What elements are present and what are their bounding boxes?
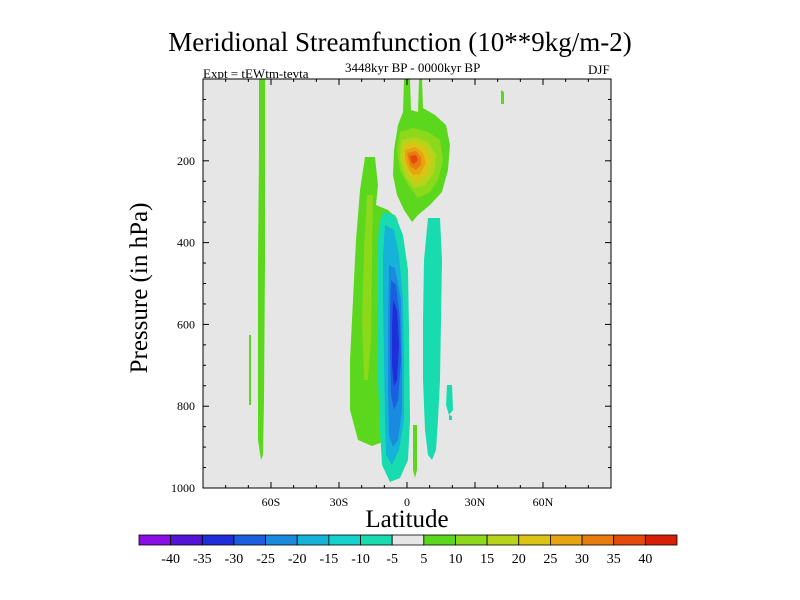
axis-ticks — [202, 78, 612, 489]
contour-north-blob — [501, 90, 504, 104]
colorbar-swatch — [518, 534, 551, 546]
contour-north-small-neg2 — [449, 415, 452, 420]
contour-hadley-north — [423, 218, 442, 460]
colorbar-swatch — [296, 534, 330, 546]
colorbar-swatch — [486, 534, 520, 546]
chart-title: Meridional Streamfunction (10**9kg/m-2) — [168, 27, 632, 57]
colorbar-swatch — [360, 534, 393, 546]
contour-southern-band — [258, 79, 265, 460]
x-tick-label: 0 — [404, 495, 410, 509]
colorbar-swatch — [391, 534, 425, 546]
chart-subtitle: 3448kyr BP - 0000kyr BP — [345, 60, 481, 75]
contour-north-small-neg — [446, 385, 453, 415]
colorbar-swatch — [644, 534, 678, 546]
contour-hadley-south-10 — [362, 195, 373, 380]
colorbar-swatch — [423, 534, 456, 546]
contour-southern-small — [249, 335, 251, 405]
x-tick-label: 30S — [330, 495, 349, 509]
colorbar-swatch — [201, 534, 235, 546]
colorbar-label: -20 — [288, 552, 307, 567]
colorbar-label: -10 — [351, 552, 370, 567]
colorbar-swatch — [455, 534, 488, 546]
season-label: DJF — [588, 62, 610, 77]
colorbar-label: -35 — [193, 552, 212, 567]
colorbar-label: 40 — [638, 552, 652, 567]
x-axis-label: Latitude — [365, 506, 449, 533]
x-tick-label: 60S — [262, 495, 281, 509]
contour-stem-lower — [413, 425, 417, 478]
x-tick-label: 30N — [465, 495, 486, 509]
colorbar: -40 -35 -30 -25 -20 -15 -10 -5 5 10 15 20 25 30 35 40 — [138, 534, 678, 567]
experiment-label: Expt = tEWtm-tevta — [203, 66, 309, 81]
colorbar-label: -40 — [161, 552, 180, 567]
colorbar-label: 20 — [512, 552, 526, 567]
y-tick-label: 200 — [177, 154, 195, 168]
colorbar-label: -30 — [225, 552, 244, 567]
colorbar-swatch — [550, 534, 583, 546]
y-tick-label: 600 — [177, 317, 195, 331]
colorbar-label: -5 — [386, 552, 398, 567]
x-tick-label: 60N — [533, 495, 554, 509]
colorbar-label: 15 — [480, 552, 494, 567]
colorbar-label: -15 — [320, 552, 339, 567]
colorbar-swatch — [265, 534, 298, 546]
axis-tick-labels: 60S 30S 0 30N 60N 200 400 600 800 1000 — [171, 154, 554, 509]
colorbar-label: 30 — [575, 552, 589, 567]
colorbar-label: 5 — [420, 552, 427, 567]
y-tick-label: 400 — [177, 236, 195, 250]
colorbar-swatch — [233, 534, 266, 546]
colorbar-label: 35 — [607, 552, 621, 567]
colorbar-swatch — [170, 534, 203, 546]
plot-area — [202, 78, 612, 489]
contour-upper-35 — [410, 155, 418, 164]
colorbar-label: 10 — [448, 552, 462, 567]
colorbar-swatch — [138, 534, 172, 546]
colorbar-swatch — [613, 534, 646, 546]
y-tick-label: 800 — [177, 399, 195, 413]
colorbar-label: -25 — [256, 552, 275, 567]
colorbar-swatch — [581, 534, 615, 546]
contour-neg-25 — [392, 300, 399, 386]
colorbar-label: 25 — [543, 552, 557, 567]
y-tick-label: 1000 — [171, 481, 195, 495]
colorbar-swatch — [328, 534, 361, 546]
